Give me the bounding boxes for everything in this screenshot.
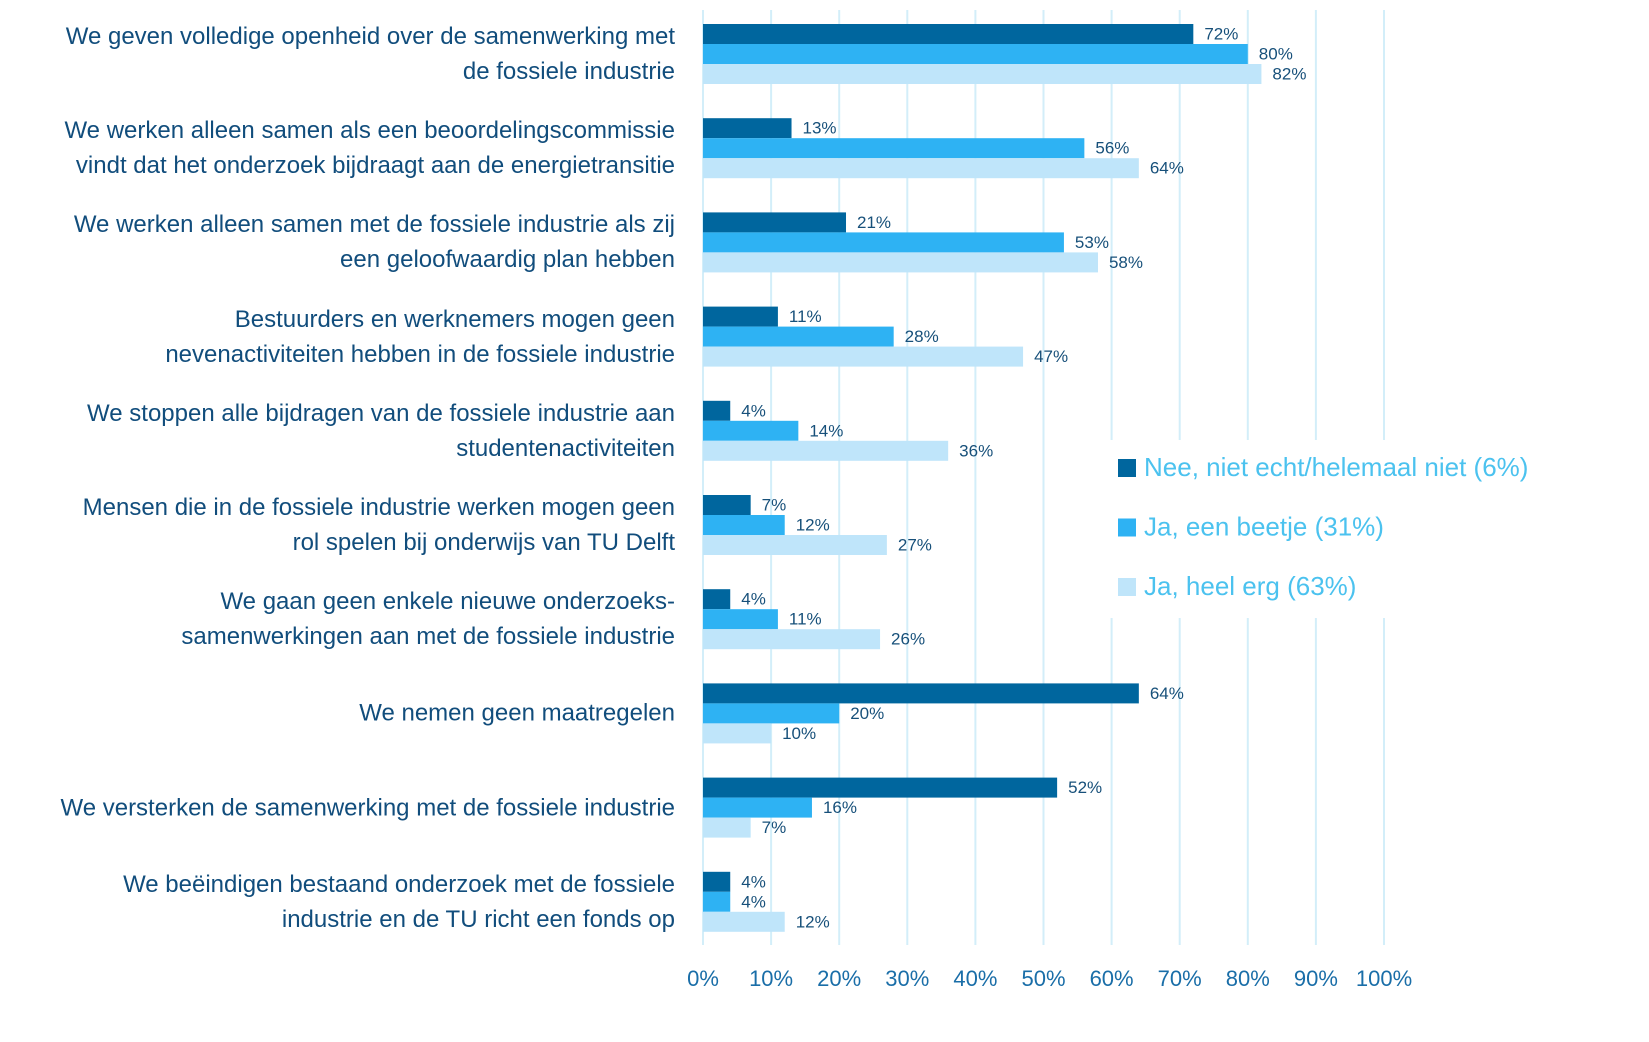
category-label: We gaan geen enkele nieuwe onderzoeks- s… — [181, 588, 675, 651]
value-label: 64% — [1150, 159, 1184, 178]
value-label: 82% — [1272, 64, 1306, 83]
legend-label: Nee, niet echt/helemaal niet (6%) — [1144, 452, 1528, 482]
category-label: We beëindigen bestaand onderzoek met de … — [123, 870, 675, 933]
value-label: 80% — [1259, 44, 1293, 63]
bar — [703, 64, 1262, 84]
bar — [703, 138, 1085, 159]
bar — [703, 629, 881, 650]
bar — [703, 683, 1139, 704]
x-tick-label: 90% — [1294, 966, 1338, 991]
value-label: 13% — [803, 119, 837, 138]
category-label: We versterken de samenwerking met de fos… — [60, 794, 675, 822]
value-label: 27% — [898, 535, 932, 554]
value-label: 52% — [1068, 778, 1102, 797]
x-tick-label: 20% — [817, 966, 861, 991]
bar — [703, 797, 812, 818]
x-tick-label: 100% — [1356, 966, 1412, 991]
bar — [703, 44, 1248, 64]
value-label: 21% — [857, 213, 891, 232]
value-label: 12% — [796, 515, 830, 534]
bar — [703, 703, 840, 724]
value-label: 53% — [1075, 233, 1109, 252]
value-label: 4% — [741, 872, 766, 891]
category-label: We nemen geen maatregelen — [359, 699, 675, 727]
value-label: 28% — [905, 327, 939, 346]
value-label: 7% — [762, 495, 787, 514]
bar — [703, 911, 785, 932]
bar — [703, 817, 751, 838]
value-label: 20% — [850, 704, 884, 723]
bar — [703, 232, 1064, 253]
x-tick-label: 0% — [687, 966, 719, 991]
legend-label: Ja, heel erg (63%) — [1144, 571, 1356, 601]
bar — [703, 346, 1024, 367]
x-tick-label: 10% — [749, 966, 793, 991]
legend-label: Ja, een beetje (31%) — [1144, 511, 1384, 541]
value-label: 47% — [1034, 347, 1068, 366]
value-label: 4% — [741, 892, 766, 911]
category-label: We geven volledige openheid over de same… — [65, 23, 675, 85]
legend-swatch — [1118, 578, 1136, 596]
x-tick-label: 30% — [885, 966, 929, 991]
bar — [703, 212, 847, 233]
bar — [703, 515, 785, 535]
value-label: 72% — [1204, 24, 1238, 43]
value-label: 12% — [796, 912, 830, 931]
category-label: We stoppen alle bijdragen van de fossiel… — [87, 399, 675, 462]
value-label: 36% — [959, 441, 993, 460]
x-tick-label: 60% — [1090, 966, 1134, 991]
category-label: Bestuurders en werknemers mogen geen nev… — [165, 305, 675, 368]
value-label: 26% — [891, 630, 925, 649]
bar — [703, 326, 894, 347]
value-label: 4% — [741, 590, 766, 609]
bar — [703, 440, 949, 461]
bar — [703, 420, 799, 441]
bar — [703, 158, 1139, 179]
value-label: 56% — [1095, 139, 1129, 158]
x-tick-label: 70% — [1158, 966, 1202, 991]
category-label: We werken alleen samen als een beoordeli… — [64, 117, 675, 180]
bar — [703, 118, 792, 139]
value-label: 4% — [741, 401, 766, 420]
category-label: We werken alleen samen met de fossiele i… — [73, 211, 675, 274]
bar — [703, 609, 778, 630]
bar — [703, 891, 731, 912]
value-label: 64% — [1150, 684, 1184, 703]
bar — [703, 535, 887, 555]
value-label: 7% — [762, 818, 787, 837]
value-label: 11% — [789, 307, 822, 326]
bar — [703, 871, 731, 892]
x-tick-label: 50% — [1021, 966, 1065, 991]
bar — [703, 589, 731, 610]
bar — [703, 777, 1058, 798]
x-tick-label: 80% — [1226, 966, 1270, 991]
bar — [703, 495, 751, 515]
value-label: 11% — [789, 610, 822, 629]
value-label: 58% — [1109, 253, 1143, 272]
legend-swatch — [1118, 459, 1136, 477]
value-label: 10% — [782, 724, 816, 743]
bar — [703, 252, 1098, 273]
x-tick-label: 40% — [953, 966, 997, 991]
bar — [703, 306, 778, 327]
value-label: 16% — [823, 798, 857, 817]
category-label: Mensen die in de fossiele industrie werk… — [82, 494, 675, 556]
legend-background — [1110, 440, 1649, 618]
bar — [703, 400, 731, 421]
bar — [703, 24, 1194, 44]
value-label: 14% — [809, 421, 843, 440]
bar — [703, 723, 772, 744]
legend-swatch — [1118, 518, 1136, 537]
